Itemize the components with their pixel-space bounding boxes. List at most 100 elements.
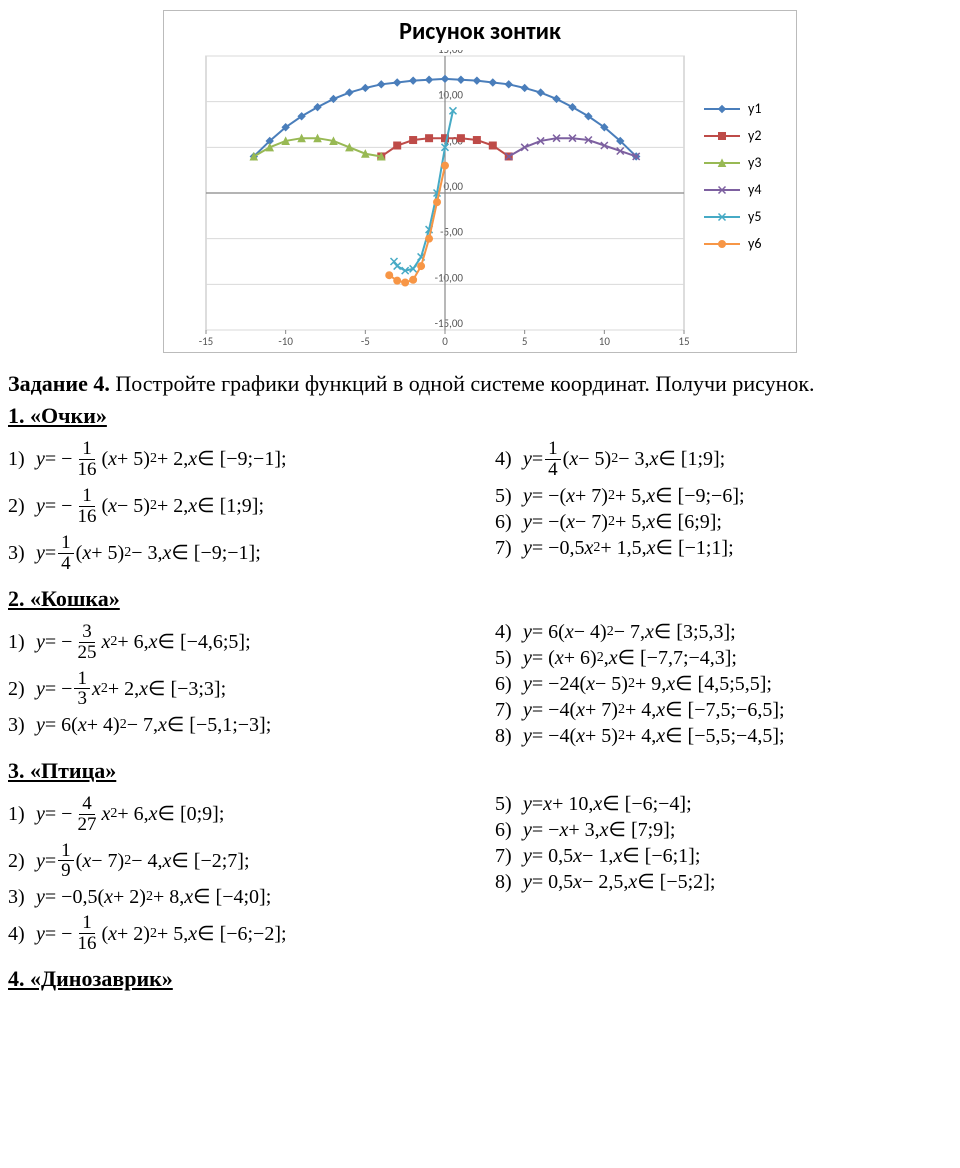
equation-number: 6) bbox=[495, 674, 523, 694]
equation-row: 6)y = −x + 3, x ∈ [7;9]; bbox=[495, 820, 952, 840]
equation: y = −x + 3, x ∈ [7;9]; bbox=[523, 820, 675, 840]
equation-number: 7) bbox=[495, 538, 523, 558]
legend-item: у5 bbox=[704, 208, 790, 225]
legend-item: у6 bbox=[704, 235, 790, 252]
equation-number: 6) bbox=[495, 820, 523, 840]
equation: y = −116(x + 2)2 + 5, x ∈ [−6;−2]; bbox=[36, 913, 287, 954]
equation: y = −116(x − 5)2 + 2, x ∈ [1;9]; bbox=[36, 486, 264, 527]
equation-number: 6) bbox=[495, 512, 523, 532]
equation-row: 7)y = −0,5x2 + 1,5, x ∈ [−1;1]; bbox=[495, 538, 952, 558]
equation-row: 7)y = 0,5x − 1, x ∈ [−6;1]; bbox=[495, 846, 952, 866]
equation: y = 14(x + 5)2 − 3, x ∈ [−9;−1]; bbox=[36, 533, 261, 574]
svg-text:10,00: 10,00 bbox=[438, 89, 463, 102]
equation: y = x + 10, x ∈ [−6;−4]; bbox=[523, 794, 692, 814]
equation-row: 3)y = 14(x + 5)2 − 3, x ∈ [−9;−1]; bbox=[8, 533, 465, 574]
equation-number: 1) bbox=[8, 804, 36, 824]
legend-label: у3 bbox=[748, 154, 761, 171]
equation-number: 2) bbox=[8, 851, 36, 871]
svg-text:-5,00: -5,00 bbox=[440, 226, 463, 239]
equation-row: 4)y = −116(x + 2)2 + 5, x ∈ [−6;−2]; bbox=[8, 913, 465, 954]
equation: y = 6(x − 4)2 − 7, x ∈ [3;5,3]; bbox=[523, 622, 736, 642]
legend-item: у1 bbox=[704, 100, 790, 117]
svg-text:5: 5 bbox=[522, 335, 528, 348]
legend-label: у2 bbox=[748, 127, 761, 144]
legend-item: у3 bbox=[704, 154, 790, 171]
equation-row: 3)y = 6(x + 4)2 − 7, x ∈ [−5,1;−3]; bbox=[8, 715, 465, 735]
equation-number: 8) bbox=[495, 872, 523, 892]
equation-row: 5)y = −(x + 7)2 + 5, x ∈ [−9;−6]; bbox=[495, 486, 952, 506]
equation-number: 8) bbox=[495, 726, 523, 746]
equation: y = −116(x + 5)2 + 2, x ∈ [−9;−1]; bbox=[36, 439, 287, 480]
svg-text:15: 15 bbox=[678, 335, 689, 348]
equation-number: 4) bbox=[495, 449, 523, 469]
equation: y = −0,5x2 + 1,5, x ∈ [−1;1]; bbox=[523, 538, 734, 558]
equation: y = −(x + 7)2 + 5, x ∈ [−9;−6]; bbox=[523, 486, 745, 506]
equation-number: 5) bbox=[495, 794, 523, 814]
equation: y = −4(x + 7)2 + 4, x ∈ [−7,5;−6,5]; bbox=[523, 700, 785, 720]
legend-item: у2 bbox=[704, 127, 790, 144]
equation: y = −427x2 + 6, x ∈ [0;9]; bbox=[36, 794, 224, 835]
legend-label: у6 bbox=[748, 235, 761, 252]
equation-row: 2)y = 19(x − 7)2 − 4, x ∈ [−2;7]; bbox=[8, 841, 465, 882]
equation: y = 0,5x − 1, x ∈ [−6;1]; bbox=[523, 846, 700, 866]
equation-row: 1)y = −116(x + 5)2 + 2, x ∈ [−9;−1]; bbox=[8, 439, 465, 480]
equation: y = 6(x + 4)2 − 7, x ∈ [−5,1;−3]; bbox=[36, 715, 271, 735]
equation: y = −0,5(x + 2)2 + 8, x ∈ [−4;0]; bbox=[36, 887, 271, 907]
svg-text:-10,00: -10,00 bbox=[435, 271, 464, 284]
equation-row: 8)y = −4(x + 5)2 + 4, x ∈ [−5,5;−4,5]; bbox=[495, 726, 952, 746]
equation: y = 0,5x − 2,5, x ∈ [−5;2]; bbox=[523, 872, 715, 892]
equation: y = −325x2 + 6, x ∈ [−4,6;5]; bbox=[36, 622, 251, 663]
legend-label: у4 bbox=[748, 181, 761, 198]
equation: y = −24(x − 5)2 + 9, x ∈ [4,5;5,5]; bbox=[523, 674, 772, 694]
equation: y = −4(x + 5)2 + 4, x ∈ [−5,5;−4,5]; bbox=[523, 726, 785, 746]
chart-title: Рисунок зонтик bbox=[170, 17, 790, 46]
equation-number: 5) bbox=[495, 486, 523, 506]
svg-text:-10: -10 bbox=[278, 335, 293, 348]
task-text: Постройте графики функций в одной систем… bbox=[110, 371, 815, 396]
equation-columns: 1)y = −427x2 + 6, x ∈ [0;9];2)y = 19(x −… bbox=[8, 788, 952, 961]
section-title: 4. «Динозаврик» bbox=[8, 966, 952, 992]
chart-legend: у1 у2 у3 у4 у5 у6 bbox=[690, 50, 790, 350]
equation-number: 7) bbox=[495, 846, 523, 866]
chart-plot: -15,00-10,00-5,000,005,0010,0015,00-15-1… bbox=[170, 50, 690, 350]
svg-text:15,00: 15,00 bbox=[438, 50, 463, 56]
legend-label: у1 bbox=[748, 100, 761, 117]
section-title: 3. «Птица» bbox=[8, 758, 952, 784]
document-body: Задание 4. Постройте графики функций в о… bbox=[0, 371, 960, 1012]
equation-row: 2)y = −13x2 + 2, x ∈ [−3;3]; bbox=[8, 669, 465, 710]
svg-text:0: 0 bbox=[442, 335, 448, 348]
equation-number: 5) bbox=[495, 648, 523, 668]
equation-number: 2) bbox=[8, 679, 36, 699]
equation-columns: 1)y = −116(x + 5)2 + 2, x ∈ [−9;−1];2)y … bbox=[8, 433, 952, 580]
svg-text:10: 10 bbox=[599, 335, 611, 348]
svg-text:-15,00: -15,00 bbox=[435, 317, 464, 330]
equation-row: 7)y = −4(x + 7)2 + 4, x ∈ [−7,5;−6,5]; bbox=[495, 700, 952, 720]
equation-number: 7) bbox=[495, 700, 523, 720]
equation-number: 2) bbox=[8, 496, 36, 516]
equation-number: 1) bbox=[8, 632, 36, 652]
task-label: Задание 4. bbox=[8, 371, 110, 396]
equation-number: 1) bbox=[8, 449, 36, 469]
equation-row: 5)y = x + 10, x ∈ [−6;−4]; bbox=[495, 794, 952, 814]
legend-item: у4 bbox=[704, 181, 790, 198]
equation-row: 6)y = −24(x − 5)2 + 9, x ∈ [4,5;5,5]; bbox=[495, 674, 952, 694]
equation-row: 1)y = −427x2 + 6, x ∈ [0;9]; bbox=[8, 794, 465, 835]
section-title: 1. «Очки» bbox=[8, 403, 952, 429]
equation-row: 1)y = −325x2 + 6, x ∈ [−4,6;5]; bbox=[8, 622, 465, 663]
equation: y = 14(x − 5)2 − 3, x ∈ [1;9]; bbox=[523, 439, 725, 480]
equation-row: 3)y = −0,5(x + 2)2 + 8, x ∈ [−4;0]; bbox=[8, 887, 465, 907]
equation-number: 4) bbox=[8, 924, 36, 944]
equation: y = −(x − 7)2 + 5, x ∈ [6;9]; bbox=[523, 512, 722, 532]
equation-row: 4)y = 6(x − 4)2 − 7, x ∈ [3;5,3]; bbox=[495, 622, 952, 642]
equation-row: 6)y = −(x − 7)2 + 5, x ∈ [6;9]; bbox=[495, 512, 952, 532]
equation-row: 2)y = −116(x − 5)2 + 2, x ∈ [1;9]; bbox=[8, 486, 465, 527]
equation-number: 3) bbox=[8, 887, 36, 907]
equation-columns: 1)y = −325x2 + 6, x ∈ [−4,6;5]; 2)y = −13… bbox=[8, 616, 952, 752]
equation: y = 19(x − 7)2 − 4, x ∈ [−2;7]; bbox=[36, 841, 250, 882]
svg-text:-5: -5 bbox=[361, 335, 370, 348]
equation-number: 4) bbox=[495, 622, 523, 642]
section-title: 2. «Кошка» bbox=[8, 586, 952, 612]
equation-row: 5)y = (x + 6)2, x ∈ [−7,7;−4,3]; bbox=[495, 648, 952, 668]
equation-row: 4)y = 14(x − 5)2 − 3, x ∈ [1;9]; bbox=[495, 439, 952, 480]
equation-row: 8)y = 0,5x − 2,5, x ∈ [−5;2]; bbox=[495, 872, 952, 892]
